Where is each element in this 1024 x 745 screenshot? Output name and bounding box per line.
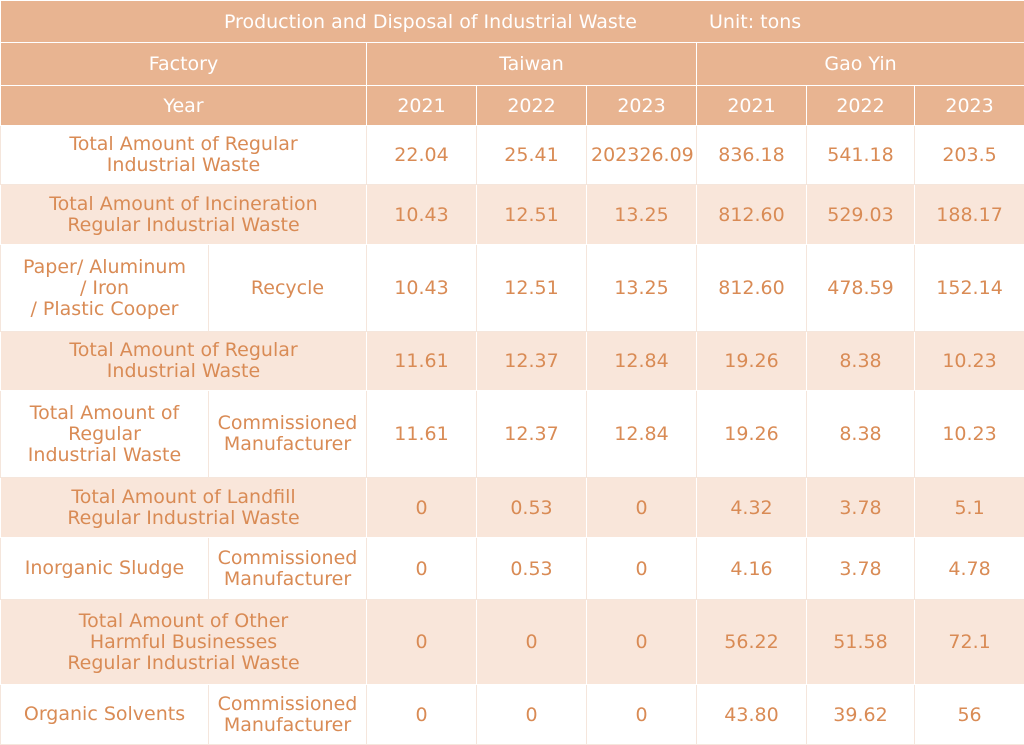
row-sub-label: Commissioned Manufacturer (209, 391, 367, 478)
row-label: Organic Solvents (1, 685, 209, 745)
value-cell: 0 (587, 538, 697, 600)
year-cell: 2023 (915, 86, 1024, 126)
year-cell: 2022 (477, 86, 587, 126)
value-cell: 202326.09 (587, 126, 697, 185)
row-label: Total Amount of Regular Industrial Waste (1, 391, 209, 478)
value-cell: 0 (367, 478, 477, 538)
value-cell: 478.59 (807, 245, 915, 332)
value-cell: 25.41 (477, 126, 587, 185)
table-title: Production and Disposal of Industrial Wa… (224, 11, 637, 33)
row-label: Total Amount of Landfill Regular Industr… (1, 478, 367, 538)
value-cell: 0 (367, 538, 477, 600)
table-row: Total Amount of Landfill Regular Industr… (1, 478, 1024, 538)
value-cell: 12.37 (477, 391, 587, 478)
year-cell: 2022 (807, 86, 915, 126)
value-cell: 0 (587, 600, 697, 685)
value-cell: 8.38 (807, 391, 915, 478)
row-label: Inorganic Sludge (1, 538, 209, 600)
table-row: Organic Solvents Commissioned Manufactur… (1, 685, 1024, 745)
unit-label: Unit: tons (709, 11, 801, 33)
value-cell: 8.38 (807, 332, 915, 391)
value-cell: 0 (477, 685, 587, 745)
gaoyin-header: Gao Yin (697, 43, 1024, 86)
value-cell: 43.80 (697, 685, 807, 745)
value-cell: 4.32 (697, 478, 807, 538)
table-row: Total Amount of Regular Industrial Waste… (1, 332, 1024, 391)
value-cell: 4.78 (915, 538, 1024, 600)
value-cell: 22.04 (367, 126, 477, 185)
value-cell: 10.43 (367, 185, 477, 245)
value-cell: 3.78 (807, 478, 915, 538)
row-label: Total Amount of Other Harmful Businesses… (1, 600, 367, 685)
value-cell: 12.84 (587, 332, 697, 391)
value-cell: 12.51 (477, 185, 587, 245)
table-row: Paper/ Aluminum / Iron / Plastic Cooper … (1, 245, 1024, 332)
year-cell: 2021 (367, 86, 477, 126)
value-cell: 203.5 (915, 126, 1024, 185)
row-sub-label: Commissioned Manufacturer (209, 685, 367, 745)
value-cell: 0 (587, 478, 697, 538)
row-label: Total Amount of Incineration Regular Ind… (1, 185, 367, 245)
value-cell: 56.22 (697, 600, 807, 685)
value-cell: 19.26 (697, 391, 807, 478)
value-cell: 11.61 (367, 391, 477, 478)
value-cell: 12.37 (477, 332, 587, 391)
value-cell: 812.60 (697, 245, 807, 332)
value-cell: 4.16 (697, 538, 807, 600)
value-cell: 3.78 (807, 538, 915, 600)
table-row: Total Amount of Other Harmful Businesses… (1, 600, 1024, 685)
value-cell: 188.17 (915, 185, 1024, 245)
value-cell: 10.23 (915, 391, 1024, 478)
value-cell: 10.43 (367, 245, 477, 332)
table-row: Total Amount of Regular Industrial Waste… (1, 391, 1024, 478)
value-cell: 541.18 (807, 126, 915, 185)
value-cell: 0 (367, 600, 477, 685)
taiwan-header: Taiwan (367, 43, 697, 86)
value-cell: 0 (477, 600, 587, 685)
row-sub-label: Recycle (209, 245, 367, 332)
value-cell: 51.58 (807, 600, 915, 685)
year-header: Year (1, 86, 367, 126)
value-cell: 19.26 (697, 332, 807, 391)
value-cell: 0 (367, 685, 477, 745)
table-row: Total Amount of Regular Industrial Waste… (1, 126, 1024, 185)
year-cell: 2023 (587, 86, 697, 126)
table-row: Total Amount of Incineration Regular Ind… (1, 185, 1024, 245)
value-cell: 0.53 (477, 478, 587, 538)
value-cell: 5.1 (915, 478, 1024, 538)
year-cell: 2021 (697, 86, 807, 126)
value-cell: 0 (587, 685, 697, 745)
table-row: Inorganic Sludge Commissioned Manufactur… (1, 538, 1024, 600)
value-cell: 12.51 (477, 245, 587, 332)
value-cell: 10.23 (915, 332, 1024, 391)
factory-header: Factory (1, 43, 367, 86)
value-cell: 72.1 (915, 600, 1024, 685)
value-cell: 836.18 (697, 126, 807, 185)
row-sub-label: Commissioned Manufacturer (209, 538, 367, 600)
value-cell: 13.25 (587, 245, 697, 332)
value-cell: 12.84 (587, 391, 697, 478)
value-cell: 56 (915, 685, 1024, 745)
value-cell: 529.03 (807, 185, 915, 245)
value-cell: 11.61 (367, 332, 477, 391)
value-cell: 152.14 (915, 245, 1024, 332)
table-title-cell: Production and Disposal of Industrial Wa… (1, 1, 1024, 43)
value-cell: 39.62 (807, 685, 915, 745)
value-cell: 812.60 (697, 185, 807, 245)
value-cell: 0.53 (477, 538, 587, 600)
row-label: Paper/ Aluminum / Iron / Plastic Cooper (1, 245, 209, 332)
row-label: Total Amount of Regular Industrial Waste (1, 126, 367, 185)
value-cell: 13.25 (587, 185, 697, 245)
row-label: Total Amount of Regular Industrial Waste (1, 332, 367, 391)
